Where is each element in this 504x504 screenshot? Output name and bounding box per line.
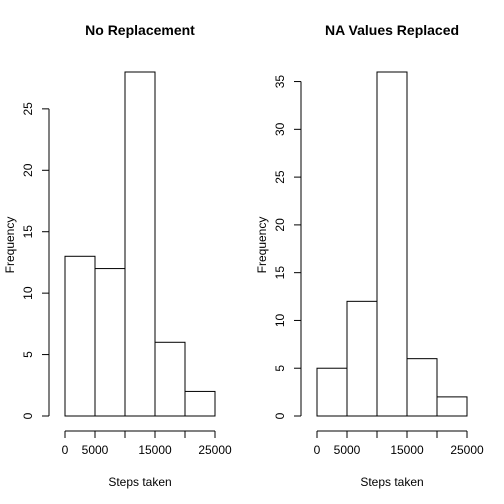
x-tick-label: 25000 bbox=[198, 443, 232, 457]
histogram-bar-1 bbox=[346, 300, 378, 417]
x-axis-label: Steps taken bbox=[360, 475, 423, 489]
y-tick-label: 0 bbox=[21, 412, 35, 419]
y-axis-label: Frequency bbox=[255, 217, 269, 274]
y-tick-label: 10 bbox=[21, 286, 35, 300]
y-tick-label: 15 bbox=[21, 225, 35, 239]
y-tick-label: 10 bbox=[273, 313, 287, 327]
chart-title: No Replacement bbox=[85, 22, 195, 38]
y-tick-label: 0 bbox=[273, 412, 287, 419]
histogram-bar-2 bbox=[124, 71, 156, 417]
histogram-bar-3 bbox=[154, 341, 186, 417]
x-tick-label: 5000 bbox=[82, 443, 109, 457]
chart-title: NA Values Replaced bbox=[325, 22, 459, 38]
panel-no-replacement: No Replacement Steps taken Frequency 0 50… bbox=[3, 22, 232, 489]
histogram-bar-2 bbox=[376, 71, 408, 417]
x-tick-label: 15000 bbox=[390, 443, 424, 457]
y-tick-label: 20 bbox=[21, 163, 35, 177]
x-axis-label: Steps taken bbox=[108, 475, 171, 489]
y-tick-label: 20 bbox=[273, 218, 287, 232]
histogram-bar-0 bbox=[316, 367, 348, 417]
y-tick-label: 15 bbox=[273, 266, 287, 280]
y-tick-label: 25 bbox=[21, 102, 35, 116]
histogram-bar-4 bbox=[436, 396, 468, 417]
x-tick-label: 0 bbox=[314, 443, 321, 457]
y-tick-label: 35 bbox=[273, 75, 287, 89]
x-tick-label: 25000 bbox=[450, 443, 484, 457]
histogram-bar-0 bbox=[64, 255, 96, 417]
y-tick-label: 5 bbox=[21, 351, 35, 358]
y-tick-label: 25 bbox=[273, 170, 287, 184]
histogram-bar-3 bbox=[406, 358, 438, 417]
histogram-bar-4 bbox=[184, 390, 216, 417]
y-axis-label: Frequency bbox=[3, 217, 17, 274]
y-tick-label: 5 bbox=[273, 365, 287, 372]
x-tick-label: 15000 bbox=[138, 443, 172, 457]
y-tick-label: 30 bbox=[273, 122, 287, 136]
histogram-bar-1 bbox=[94, 268, 126, 417]
x-tick-label: 5000 bbox=[334, 443, 361, 457]
x-tick-label: 0 bbox=[62, 443, 69, 457]
panel-na-values-replaced: NA Values Replaced Steps taken Frequency… bbox=[255, 22, 484, 489]
